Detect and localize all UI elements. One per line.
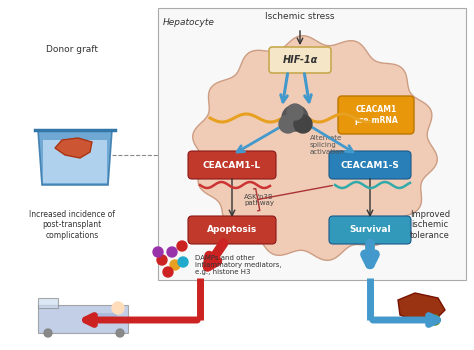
Circle shape bbox=[116, 329, 124, 337]
Bar bbox=[158, 8, 466, 280]
Bar bbox=[38, 298, 58, 308]
Circle shape bbox=[157, 255, 167, 265]
Circle shape bbox=[294, 115, 312, 133]
Text: Hepatocyte: Hepatocyte bbox=[163, 18, 215, 27]
Bar bbox=[95, 313, 117, 321]
FancyBboxPatch shape bbox=[329, 151, 411, 179]
Text: Apoptosis: Apoptosis bbox=[207, 225, 257, 234]
Polygon shape bbox=[38, 130, 112, 185]
Circle shape bbox=[178, 257, 188, 267]
Text: Ischemic stress: Ischemic stress bbox=[265, 12, 335, 21]
Text: Survival: Survival bbox=[349, 225, 391, 234]
Text: Donor graft: Donor graft bbox=[46, 45, 98, 54]
Circle shape bbox=[44, 329, 52, 337]
Text: HIF-1α: HIF-1α bbox=[283, 55, 318, 65]
Polygon shape bbox=[193, 36, 438, 260]
Circle shape bbox=[282, 105, 308, 131]
Circle shape bbox=[170, 260, 180, 270]
Circle shape bbox=[112, 302, 124, 314]
Polygon shape bbox=[43, 140, 107, 183]
Polygon shape bbox=[55, 138, 92, 158]
Text: Increased incidence of
post-transplant
complications: Increased incidence of post-transplant c… bbox=[29, 210, 115, 240]
Text: Alternate
splicing
activation: Alternate splicing activation bbox=[310, 135, 345, 155]
FancyBboxPatch shape bbox=[329, 216, 411, 244]
Circle shape bbox=[163, 267, 173, 277]
Text: ASK/p38
pathway: ASK/p38 pathway bbox=[244, 194, 274, 206]
FancyBboxPatch shape bbox=[188, 151, 276, 179]
Text: CEACAM1
pre-mRNA: CEACAM1 pre-mRNA bbox=[354, 105, 398, 125]
Text: DAMPs and other
inflammatory mediators,
e.g., histone H3: DAMPs and other inflammatory mediators, … bbox=[195, 255, 282, 275]
Circle shape bbox=[287, 104, 303, 120]
Circle shape bbox=[177, 241, 187, 251]
Circle shape bbox=[167, 247, 177, 257]
Text: CEACAM1-L: CEACAM1-L bbox=[203, 161, 261, 169]
FancyBboxPatch shape bbox=[269, 47, 331, 73]
FancyBboxPatch shape bbox=[338, 96, 414, 134]
Circle shape bbox=[430, 315, 440, 325]
Text: CEACAM1-S: CEACAM1-S bbox=[340, 161, 400, 169]
Circle shape bbox=[279, 115, 297, 133]
Text: Improved
ischemic
tolerance: Improved ischemic tolerance bbox=[410, 210, 450, 240]
Polygon shape bbox=[398, 293, 445, 322]
FancyBboxPatch shape bbox=[188, 216, 276, 244]
Bar bbox=[38, 305, 128, 333]
Circle shape bbox=[153, 247, 163, 257]
